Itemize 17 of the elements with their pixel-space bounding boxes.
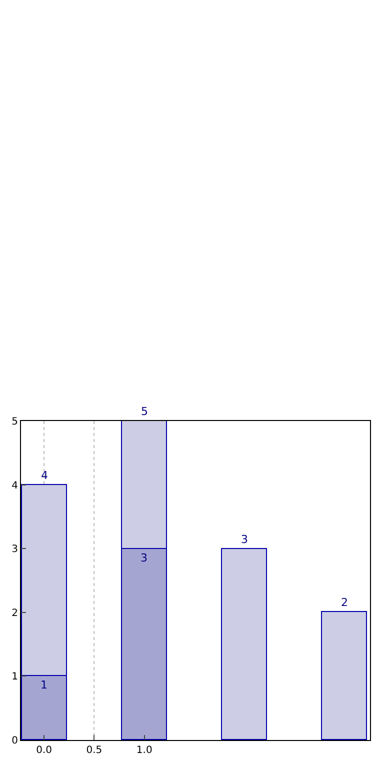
bar (321, 611, 367, 740)
data-label: 3 (140, 552, 148, 564)
data-label: 1 (40, 678, 48, 692)
total-label: 2 (341, 596, 348, 609)
x-tick-label: 0.0 (36, 745, 52, 756)
y-tick-label: 5 (12, 416, 18, 428)
y-tick-label: 0 (12, 736, 18, 746)
y-tick-label: 4 (12, 480, 18, 492)
total-label: 3 (241, 533, 248, 546)
y-tick-label: 1 (12, 672, 18, 683)
x-tick-label: 0.5 (86, 745, 102, 756)
bar (221, 548, 267, 740)
y-tick-label: 2 (12, 608, 18, 619)
total-label: 4 (41, 469, 48, 482)
total-label: 5 (141, 405, 148, 418)
y-tick-label: 3 (12, 544, 18, 556)
x-tick-label: 1.0 (136, 745, 152, 756)
